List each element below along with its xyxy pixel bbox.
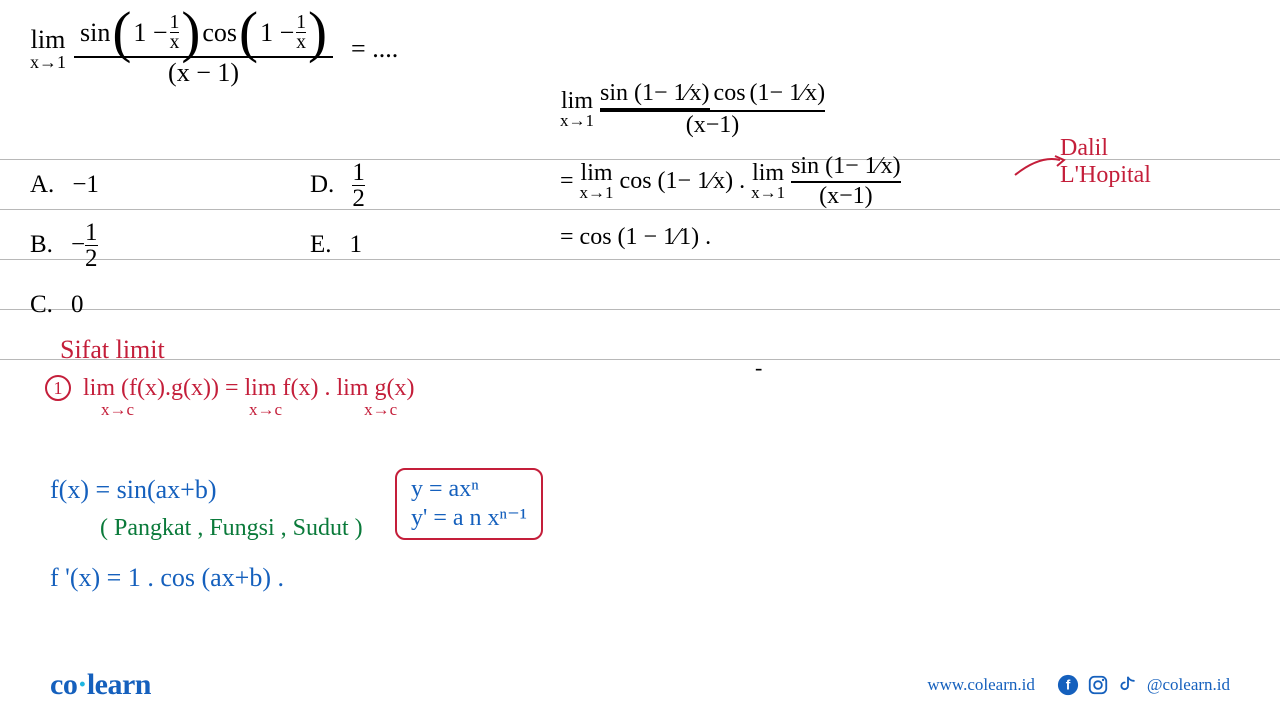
box-line1: y = axⁿ [411,476,527,503]
denominator: (x − 1) [162,58,245,88]
pangkat-note: ( Pangkat , Fungsi , Sudut ) [100,515,363,542]
sifat-limit-title: Sifat limit [60,335,165,365]
w1-cos: cos [714,80,746,110]
instagram-icon [1087,674,1109,696]
w1-arg1: (1− 1⁄x) [634,80,710,106]
fx-definition: f(x) = sin(ax+b) [50,475,217,505]
property-1: 1 lim (f(x).g(x)) = lim f(x) . lim g(x) … [45,375,414,420]
opt-b-label: B. [30,215,53,275]
social-handle: @colearn.id [1147,675,1230,695]
w2-sub: x→1 [580,185,614,200]
colearn-logo: co·learn [50,668,151,702]
facebook-icon: f [1057,674,1079,696]
prop1-sub3: x→c [364,400,397,420]
w3-cos: cos [580,224,612,251]
opt-c-label: C. [30,275,53,335]
stray-dash: - [755,355,762,381]
sin-label: sin [80,18,110,48]
prop1-text: lim (f(x).g(x)) = lim f(x) . lim g(x) [83,375,414,402]
w2-cos: cos (1− 1⁄x) . [620,168,746,195]
inner-left-1: 1 − [133,18,167,48]
opt-c-val: 0 [71,275,84,335]
frac-den-2: x [296,33,306,53]
prop1-number: 1 [45,375,71,401]
footer: co·learn www.colearn.id f @colearn.id [0,668,1280,702]
w1-sin: sin [600,80,628,106]
opt-d-den: 2 [352,186,365,211]
frac-num-1: 1 [170,13,180,33]
frac-num-2: 1 [296,13,306,33]
logo-learn: learn [87,668,151,701]
inner-left-2: 1 − [260,18,294,48]
box-line2: y' = a n xⁿ⁻¹ [411,503,527,532]
prop1-sub1: x→c [101,400,134,420]
opt-b-den: 2 [85,246,98,271]
w2-den: (x−1) [819,183,873,210]
opt-b-num: 1 [85,220,98,245]
answer-options: A. −1 B. − 1 2 C. 0 D [30,155,99,335]
w1-arg2: (1− 1⁄x) [750,80,826,110]
opt-a-label: A. [30,155,54,215]
logo-dot: · [77,668,87,701]
equals-dots: = .... [351,34,398,64]
frac-den-1: x [170,33,180,53]
opt-e-label: E. [310,215,332,275]
lim-sub: x→1 [30,53,66,71]
dalil-note: Dalil L'Hopital [1060,135,1151,189]
f-prime-definition: f '(x) = 1 . cos (ax+b) . [50,563,284,593]
power-rule-box: y = axⁿ y' = a n xⁿ⁻¹ [395,468,543,540]
opt-b-prefix: − [71,215,85,275]
cos-label: cos [202,18,237,48]
svg-text:f: f [1066,678,1071,693]
w1-lim: lim [561,91,593,113]
opt-d-label: D. [310,155,334,215]
logo-co: co [50,668,77,701]
tiktok-icon [1117,674,1139,696]
dalil-l1: Dalil [1060,135,1151,162]
worked-solution: limx→1 sin (1− 1⁄x) cos (1− 1⁄x) (x−1) =… [560,80,901,265]
w3-arg: (1 − 1⁄1) . [618,224,712,251]
w1-sub: x→1 [560,113,594,128]
w2-sub2: x→1 [751,185,785,200]
opt-d-num: 1 [352,160,365,185]
w2-lim: lim [581,163,613,185]
w1-den: (x−1) [686,112,740,139]
problem-statement: lim x→1 sin ( 1 − 1 x ) cos ( 1 − [30,10,398,88]
w2-sin: sin (1− 1⁄x) [791,153,901,183]
w2-lim2: lim [752,163,784,185]
opt-a-val: −1 [72,155,99,215]
site-url: www.colearn.id [927,675,1034,695]
opt-e-val: 1 [350,215,363,275]
social-handles: f @colearn.id [1057,674,1230,696]
dalil-l2: L'Hopital [1060,162,1151,189]
w2-eq: = [560,168,574,195]
prop1-sub2: x→c [249,400,282,420]
w3-eq: = [560,224,574,251]
lim-label: lim [31,27,66,53]
